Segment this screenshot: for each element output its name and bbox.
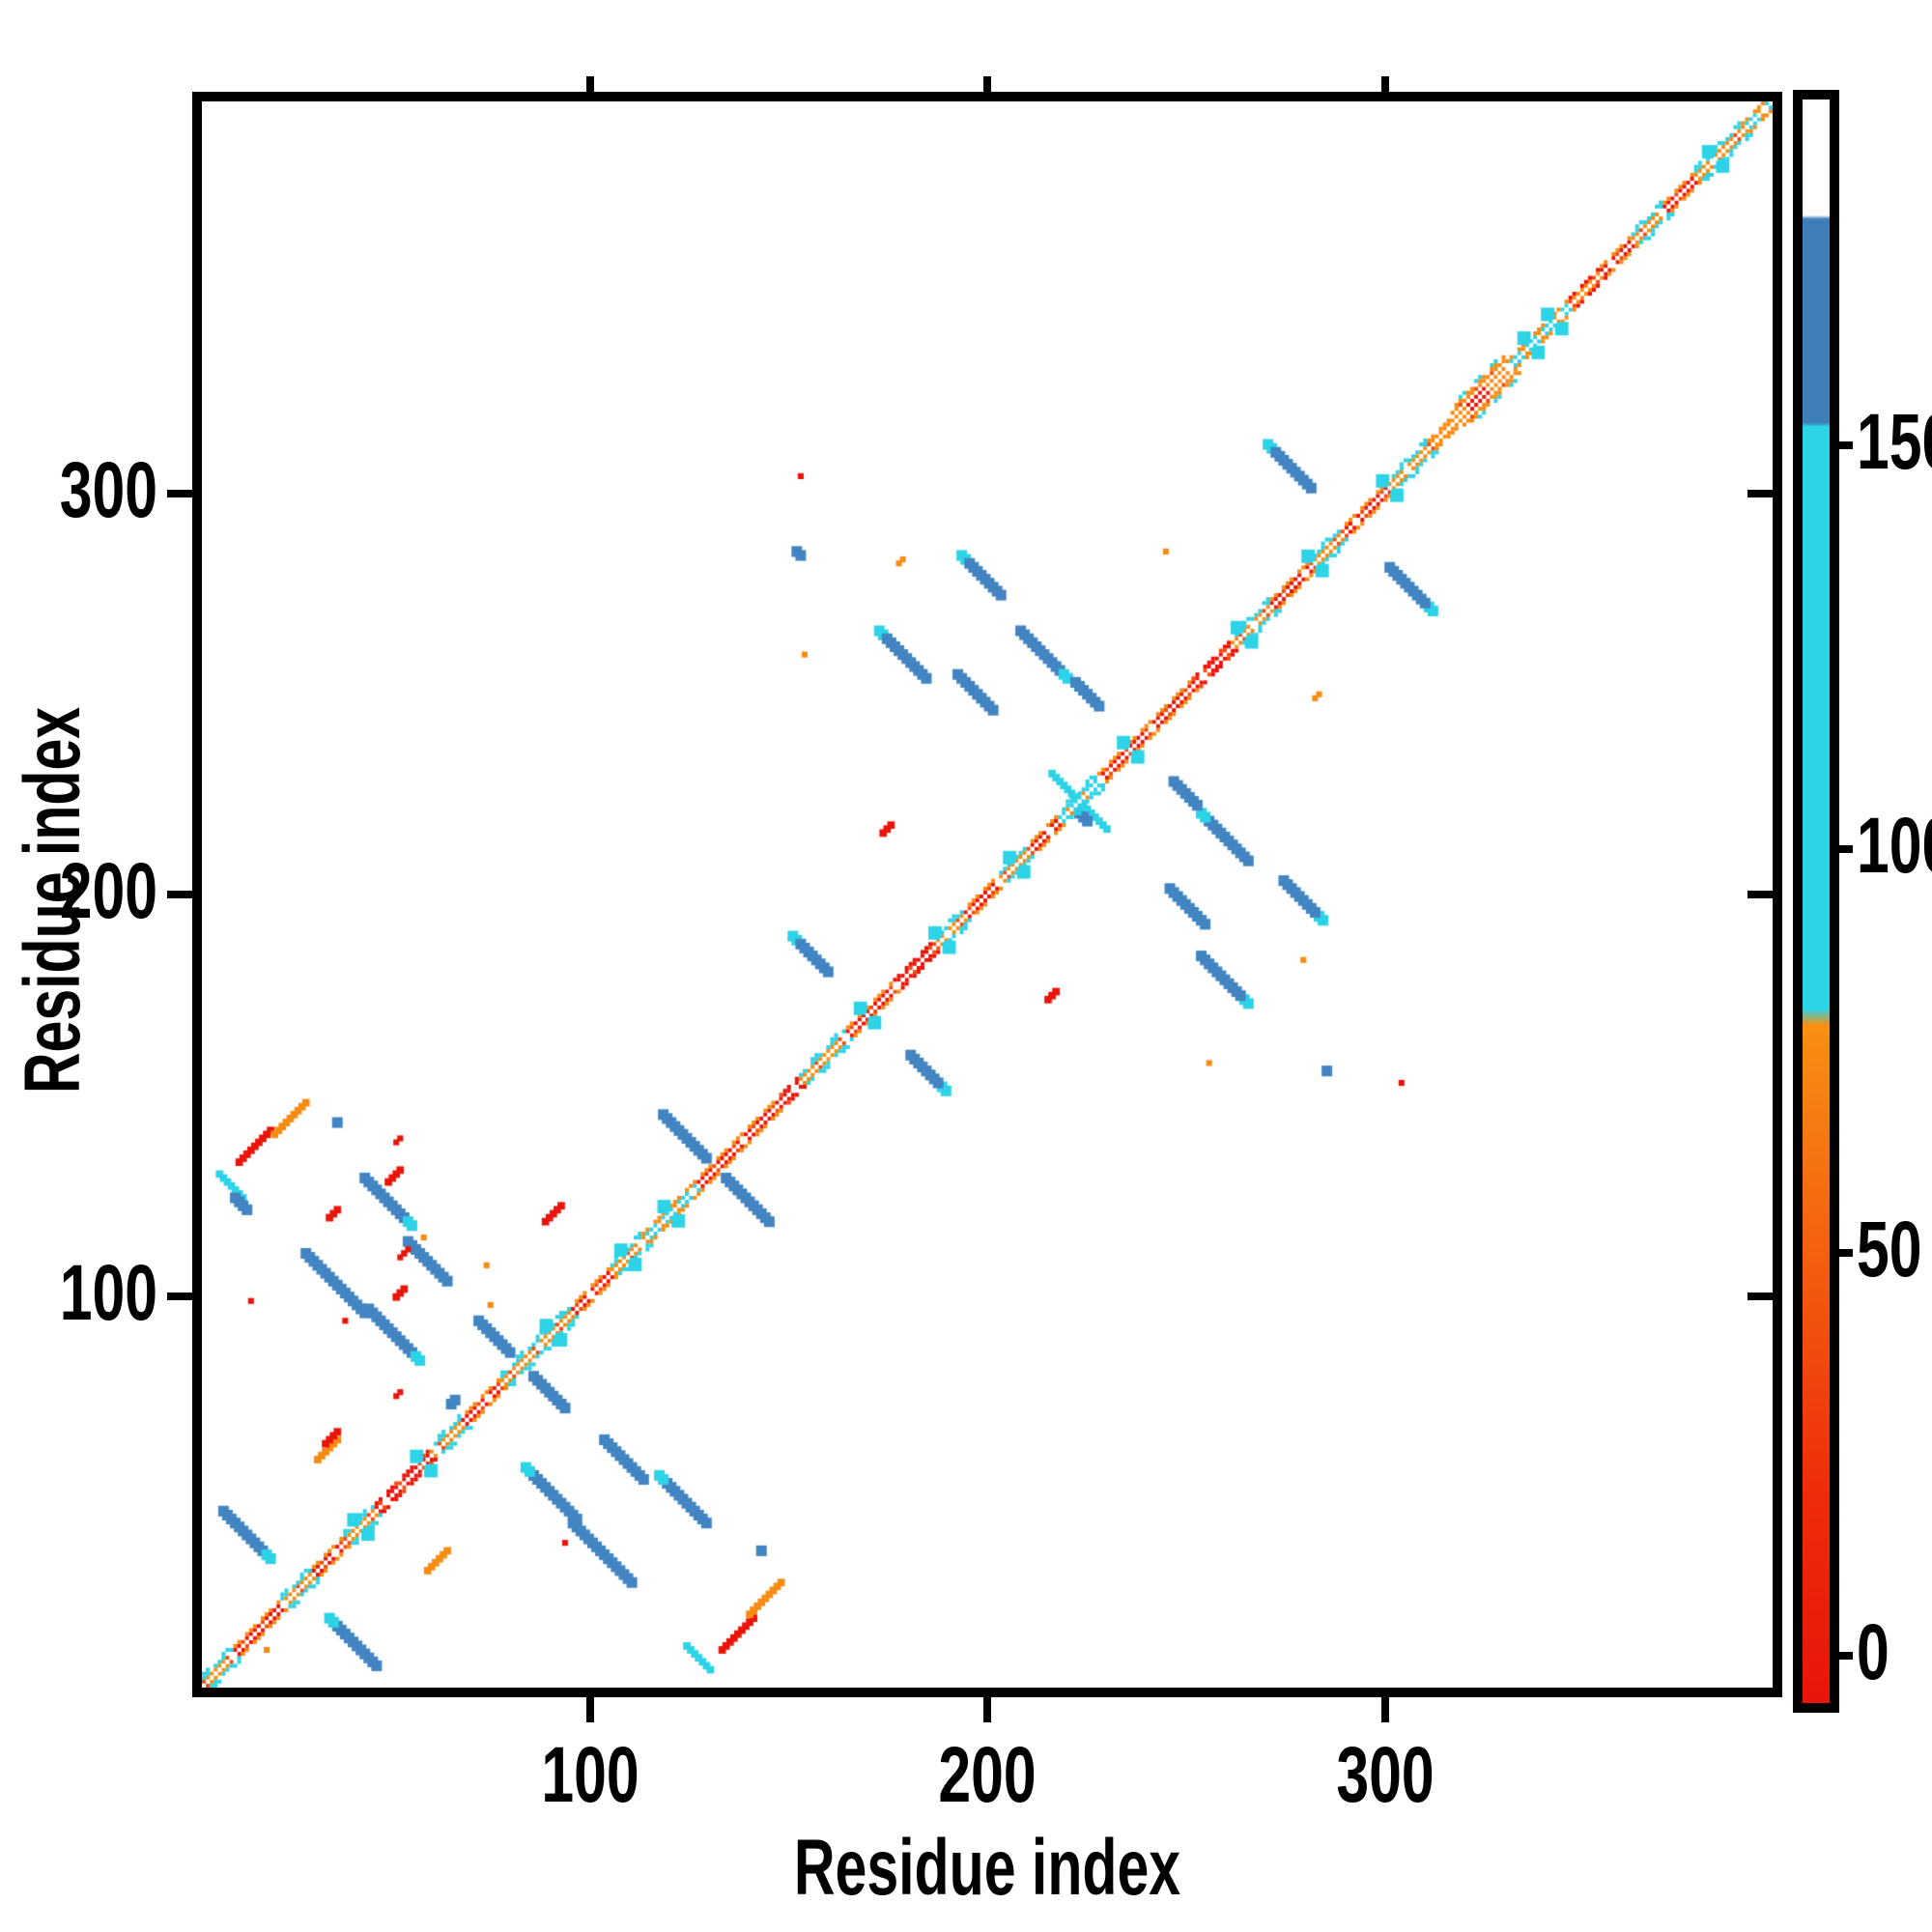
y-axis-right-tick	[1747, 489, 1773, 497]
y-tick-label: 100	[59, 1248, 157, 1337]
y-axis-right-tick	[1747, 1292, 1773, 1300]
y-tick-label: 300	[59, 445, 157, 534]
y-axis-right-tick	[1747, 891, 1773, 898]
y-tick-label: 200	[59, 847, 157, 935]
colorbar-tick	[1839, 1652, 1853, 1661]
colorbar-tick	[1839, 1248, 1853, 1257]
y-axis-tick	[167, 891, 192, 898]
colorbar-tick-label: 100	[1857, 801, 1932, 890]
plot-area	[192, 92, 1782, 1697]
colorbar-tick	[1839, 440, 1853, 449]
x-axis-top-tick	[1380, 76, 1389, 92]
x-axis-tick	[1380, 1697, 1389, 1722]
colorbar-tick-label: 50	[1857, 1205, 1922, 1293]
x-tick-label: 100	[540, 1731, 639, 1819]
contact-map-canvas	[202, 101, 1773, 1688]
x-axis-tick	[983, 1697, 991, 1722]
colorbar-tick	[1839, 844, 1853, 853]
x-axis-top-tick	[983, 76, 991, 92]
x-axis-label: Residue index	[793, 1824, 1181, 1912]
x-tick-label: 300	[1335, 1731, 1435, 1819]
colorbar	[1793, 90, 1839, 1713]
x-tick-label: 200	[938, 1731, 1037, 1819]
colorbar-tick-label: 150	[1857, 397, 1932, 486]
y-axis-label: Residue index	[9, 706, 97, 1094]
colorbar-tick-label: 0	[1857, 1608, 1889, 1697]
x-axis-tick	[585, 1697, 594, 1722]
y-axis-tick	[167, 1292, 192, 1300]
y-axis-tick	[167, 489, 192, 497]
x-axis-top-tick	[585, 76, 594, 92]
